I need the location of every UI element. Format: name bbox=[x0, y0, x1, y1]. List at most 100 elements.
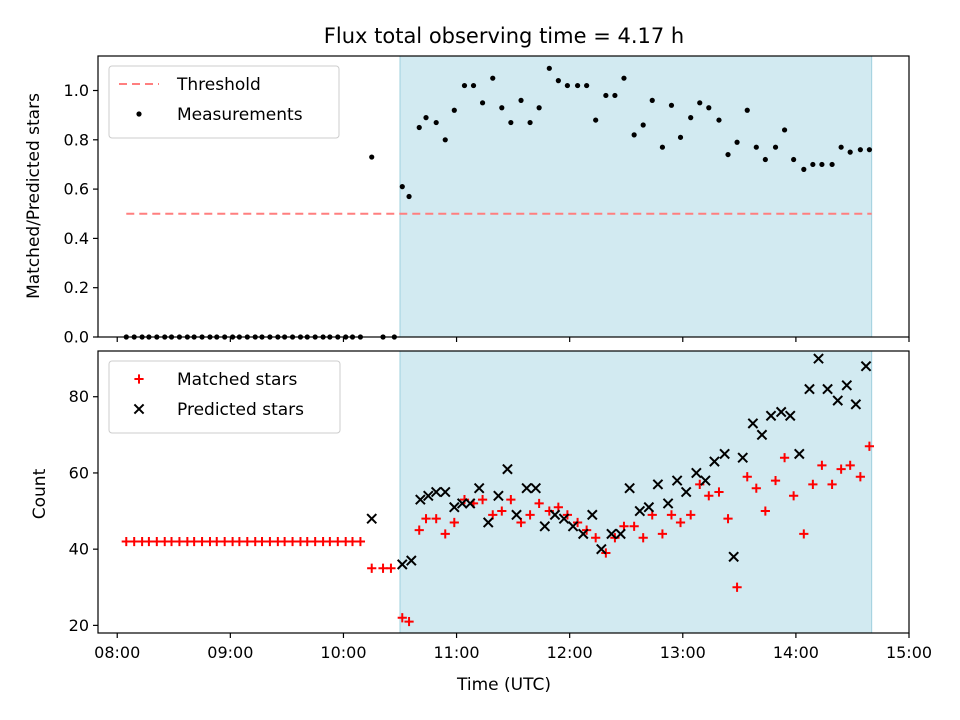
y-tick-label-count: 20 bbox=[69, 616, 89, 635]
predicted-stars-point bbox=[756, 429, 768, 441]
matched-stars-point bbox=[855, 472, 865, 482]
y-tick-label-ratio: 1.0 bbox=[64, 81, 89, 100]
legend-layer: Threshold Measurements Matched stars Predic… bbox=[108, 65, 341, 434]
matched-stars-point bbox=[817, 460, 827, 470]
y-tick-label-ratio: 0.4 bbox=[64, 229, 89, 248]
predicted-stars-point bbox=[765, 410, 777, 422]
matched-stars-point bbox=[242, 536, 252, 547]
measurements-point bbox=[801, 166, 807, 172]
predicted-stars-point bbox=[643, 501, 655, 513]
y-axis-label-count: Count bbox=[30, 468, 50, 519]
predicted-stars-point bbox=[728, 551, 739, 563]
measurements-point bbox=[762, 156, 768, 163]
predicted-stars-point bbox=[671, 475, 683, 486]
predicted-stars-point bbox=[406, 555, 417, 566]
measurements-point bbox=[499, 105, 505, 111]
measurements-point bbox=[688, 115, 694, 121]
predicted-stars-point bbox=[606, 528, 617, 540]
predicted-stars-point bbox=[558, 513, 570, 524]
matched-stars-point bbox=[638, 533, 648, 543]
matched-stars-point bbox=[449, 517, 459, 528]
predicted-stars-point bbox=[415, 494, 426, 505]
measurements-point bbox=[574, 82, 581, 89]
measurements-point bbox=[649, 97, 655, 103]
measurements-point bbox=[546, 65, 552, 71]
matched-stars-point bbox=[129, 536, 139, 547]
matched-stars-point bbox=[333, 536, 343, 547]
predicted-stars-point bbox=[549, 509, 561, 521]
measurements-point bbox=[603, 92, 609, 99]
measurements-point bbox=[527, 119, 533, 126]
predicted-stars-point bbox=[396, 559, 408, 570]
matched-stars-point bbox=[378, 563, 388, 573]
matched-stars-point bbox=[397, 613, 407, 623]
legend-measurements-swatch bbox=[136, 111, 142, 117]
matched-stars-point bbox=[808, 479, 818, 489]
legend-matched-stars-swatch bbox=[134, 374, 144, 384]
legend-box-count bbox=[108, 360, 341, 434]
matched-stars-point bbox=[525, 510, 535, 520]
chart-title: Flux total observing time = 4.17 h bbox=[324, 24, 684, 48]
y-tick-label-count: 40 bbox=[69, 540, 89, 559]
measurements-point bbox=[423, 115, 429, 121]
predicted-stars-point bbox=[737, 452, 749, 464]
measurements-point bbox=[416, 124, 422, 131]
legend-measurements-label: Measurements bbox=[177, 105, 303, 125]
matched-stars-point bbox=[144, 536, 154, 547]
x-tick-label: 15:00 bbox=[886, 643, 932, 662]
predicted-stars-point bbox=[850, 399, 862, 410]
shading-layer bbox=[399, 55, 873, 634]
measurements-point bbox=[490, 75, 496, 81]
measurements-point bbox=[810, 161, 816, 168]
measurements-point bbox=[564, 82, 571, 89]
predicted-stars-point bbox=[539, 520, 551, 532]
x-tick-label: 08:00 bbox=[94, 643, 140, 662]
measurements-point bbox=[838, 144, 844, 150]
y-axis-label-ratio: Matched/Predicted stars bbox=[24, 93, 44, 299]
y-tick-label-count: 80 bbox=[69, 387, 89, 406]
measurements-point bbox=[781, 127, 788, 133]
matched-stars-point bbox=[174, 536, 185, 547]
y-tick-label-ratio: 0.2 bbox=[64, 278, 89, 297]
predicted-stars-point bbox=[747, 418, 759, 429]
y-tick-label-ratio: 0.8 bbox=[64, 130, 89, 149]
predicted-stars-point bbox=[624, 482, 635, 494]
predicted-stars-point bbox=[586, 509, 598, 521]
measurements-point bbox=[555, 78, 561, 84]
predicted-stars-point bbox=[456, 498, 468, 509]
measurements-point bbox=[612, 92, 618, 99]
legend-predicted-stars-label: Predicted stars bbox=[177, 400, 304, 420]
x-tick-label: 11:00 bbox=[434, 643, 480, 662]
measurements-point bbox=[819, 161, 825, 168]
predicted-stars-point bbox=[567, 520, 579, 532]
matched-stars-point bbox=[714, 487, 724, 497]
predicted-stars-point bbox=[493, 490, 504, 502]
measurements-point bbox=[829, 161, 835, 168]
matched-stars-point bbox=[440, 529, 450, 539]
measurements-point bbox=[461, 82, 468, 89]
measurements-point bbox=[369, 154, 375, 160]
measurements-point bbox=[725, 151, 731, 158]
matched-stars-point bbox=[779, 453, 790, 463]
predicted-stars-point bbox=[813, 353, 824, 364]
predicted-stars-point bbox=[700, 475, 711, 486]
measurements-point bbox=[621, 75, 627, 81]
matched-stars-point bbox=[704, 491, 714, 501]
measurements-point bbox=[584, 82, 590, 89]
predicted-stars-point bbox=[709, 456, 720, 467]
marks-layer bbox=[121, 65, 875, 627]
measurements-point bbox=[399, 184, 405, 190]
matched-stars-point bbox=[265, 536, 275, 547]
matched-stars-point bbox=[414, 525, 424, 535]
measurements-point bbox=[716, 117, 722, 123]
predicted-stars-point bbox=[511, 509, 522, 521]
measurements-point bbox=[734, 139, 740, 145]
matched-stars-point bbox=[287, 536, 298, 547]
plot-frame-ratio bbox=[97, 55, 910, 338]
predicted-stars-point bbox=[841, 379, 853, 391]
matched-stars-point bbox=[497, 506, 507, 516]
matched-stars-point bbox=[760, 506, 770, 516]
matched-stars-point bbox=[197, 536, 207, 547]
legend-predicted-stars-swatch bbox=[133, 403, 145, 415]
